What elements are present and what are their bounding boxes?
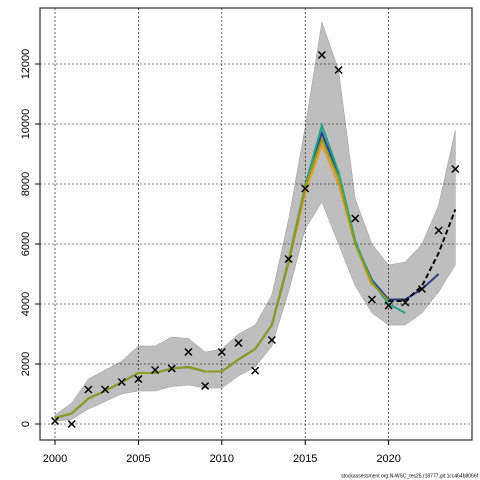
observation bbox=[451, 164, 460, 174]
series-line bbox=[54, 136, 390, 419]
observation bbox=[167, 364, 176, 373]
x-tick-label: 2010 bbox=[210, 453, 234, 465]
observation bbox=[384, 301, 393, 310]
y-tick-label: 12000 bbox=[20, 49, 32, 80]
observation bbox=[117, 377, 126, 387]
observation bbox=[217, 347, 226, 357]
observation bbox=[201, 381, 210, 390]
y-tick-label: 6000 bbox=[20, 232, 32, 256]
y-tick-label: 8000 bbox=[20, 172, 32, 196]
y-tick-label: 2000 bbox=[20, 352, 32, 376]
observation bbox=[101, 385, 110, 394]
x-tick-label: 2005 bbox=[126, 453, 150, 465]
observation bbox=[417, 284, 426, 294]
y-tick-label: 4000 bbox=[20, 292, 32, 316]
series-line bbox=[388, 209, 457, 303]
x-tick-label: 2015 bbox=[293, 453, 317, 465]
observation bbox=[134, 374, 143, 384]
observation bbox=[151, 365, 160, 375]
observation bbox=[434, 226, 443, 235]
observation bbox=[84, 385, 93, 394]
footer: stockassessment.org,N-WSC_tes25,r18777,g… bbox=[341, 473, 478, 479]
observation bbox=[317, 50, 326, 60]
observation bbox=[401, 298, 410, 307]
observation bbox=[334, 65, 343, 75]
y-tick-label: 0 bbox=[20, 421, 32, 427]
observation bbox=[234, 338, 243, 348]
observation bbox=[351, 214, 360, 223]
observation bbox=[267, 335, 276, 345]
observation bbox=[301, 184, 310, 193]
observation bbox=[367, 295, 376, 304]
plot-frame bbox=[39, 7, 473, 441]
observation bbox=[184, 347, 193, 357]
x-tick-label: 2000 bbox=[43, 453, 67, 465]
observation bbox=[50, 416, 60, 426]
confidence-band bbox=[54, 21, 456, 422]
y-tick-label: 10000 bbox=[20, 109, 32, 140]
x-tick-label: 2020 bbox=[376, 453, 400, 465]
observation bbox=[251, 366, 260, 375]
observation bbox=[67, 419, 76, 429]
observation bbox=[284, 254, 293, 264]
